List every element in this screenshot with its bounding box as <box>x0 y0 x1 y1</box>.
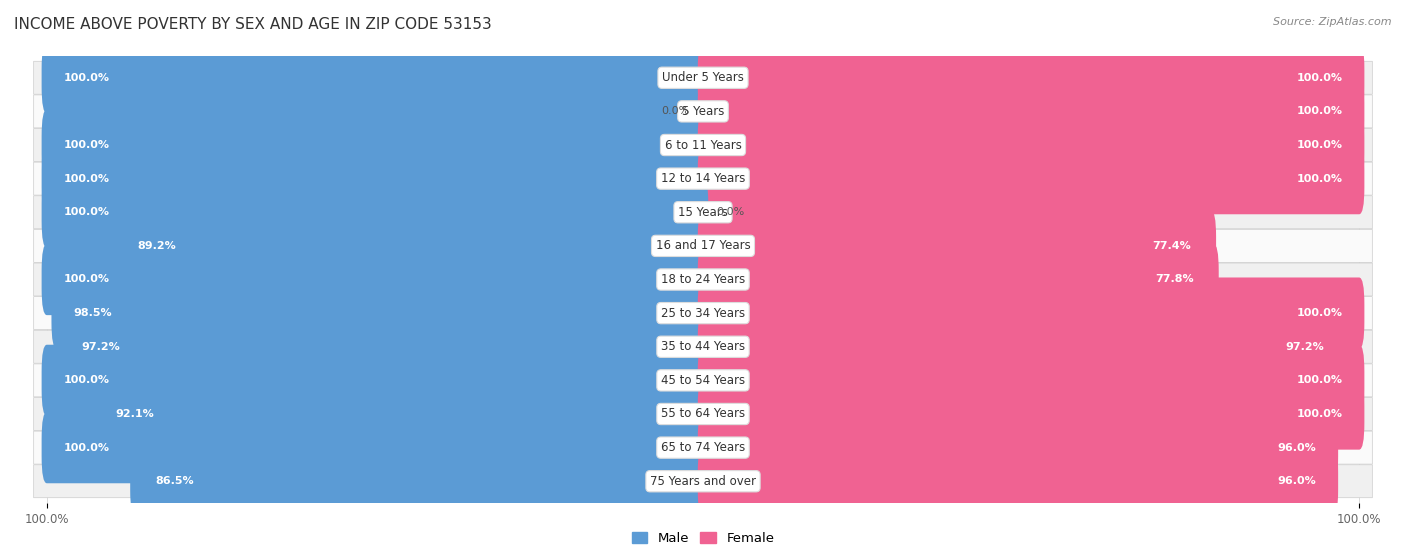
Text: 98.5%: 98.5% <box>73 308 111 318</box>
FancyBboxPatch shape <box>42 244 709 315</box>
Text: 100.0%: 100.0% <box>63 443 110 453</box>
FancyBboxPatch shape <box>697 345 1364 416</box>
FancyBboxPatch shape <box>93 378 709 449</box>
FancyBboxPatch shape <box>112 210 709 282</box>
Text: 77.8%: 77.8% <box>1156 274 1194 285</box>
FancyBboxPatch shape <box>52 277 709 349</box>
FancyBboxPatch shape <box>697 42 1364 113</box>
Text: 100.0%: 100.0% <box>63 73 110 83</box>
FancyBboxPatch shape <box>697 244 1219 315</box>
Text: 45 to 54 Years: 45 to 54 Years <box>661 374 745 387</box>
Text: Source: ZipAtlas.com: Source: ZipAtlas.com <box>1274 17 1392 27</box>
FancyBboxPatch shape <box>42 177 709 248</box>
FancyBboxPatch shape <box>697 143 1364 214</box>
Text: INCOME ABOVE POVERTY BY SEX AND AGE IN ZIP CODE 53153: INCOME ABOVE POVERTY BY SEX AND AGE IN Z… <box>14 17 492 32</box>
FancyBboxPatch shape <box>34 61 1372 94</box>
Legend: Male, Female: Male, Female <box>626 527 780 550</box>
FancyBboxPatch shape <box>697 378 1364 449</box>
Text: 100.0%: 100.0% <box>1296 106 1343 116</box>
FancyBboxPatch shape <box>34 330 1372 363</box>
FancyBboxPatch shape <box>42 345 709 416</box>
FancyBboxPatch shape <box>42 42 709 113</box>
FancyBboxPatch shape <box>697 110 1364 181</box>
Text: 100.0%: 100.0% <box>1296 73 1343 83</box>
Text: 15 Years: 15 Years <box>678 206 728 219</box>
FancyBboxPatch shape <box>697 277 1364 349</box>
FancyBboxPatch shape <box>34 95 1372 128</box>
FancyBboxPatch shape <box>42 110 709 181</box>
Text: 55 to 64 Years: 55 to 64 Years <box>661 408 745 420</box>
Text: 100.0%: 100.0% <box>1296 409 1343 419</box>
FancyBboxPatch shape <box>34 162 1372 195</box>
FancyBboxPatch shape <box>697 75 1364 147</box>
FancyBboxPatch shape <box>697 412 1339 484</box>
Text: 35 to 44 Years: 35 to 44 Years <box>661 340 745 353</box>
Text: 100.0%: 100.0% <box>1296 174 1343 183</box>
Text: 100.0%: 100.0% <box>63 376 110 385</box>
FancyBboxPatch shape <box>34 397 1372 430</box>
Text: 92.1%: 92.1% <box>115 409 153 419</box>
FancyBboxPatch shape <box>34 364 1372 397</box>
FancyBboxPatch shape <box>60 311 709 382</box>
FancyBboxPatch shape <box>34 465 1372 498</box>
Text: 100.0%: 100.0% <box>1296 376 1343 385</box>
FancyBboxPatch shape <box>131 446 709 517</box>
Text: 5 Years: 5 Years <box>682 105 724 118</box>
Text: 77.4%: 77.4% <box>1153 241 1191 251</box>
FancyBboxPatch shape <box>34 129 1372 162</box>
Text: 96.0%: 96.0% <box>1278 443 1316 453</box>
FancyBboxPatch shape <box>697 311 1346 382</box>
Text: 6 to 11 Years: 6 to 11 Years <box>665 139 741 151</box>
Text: 100.0%: 100.0% <box>63 274 110 285</box>
FancyBboxPatch shape <box>34 431 1372 464</box>
FancyBboxPatch shape <box>42 412 709 484</box>
Text: 100.0%: 100.0% <box>63 207 110 217</box>
Text: 97.2%: 97.2% <box>1285 342 1324 352</box>
Text: 97.2%: 97.2% <box>82 342 121 352</box>
Text: 100.0%: 100.0% <box>1296 308 1343 318</box>
Text: 0.0%: 0.0% <box>662 106 690 116</box>
Text: Under 5 Years: Under 5 Years <box>662 71 744 84</box>
FancyBboxPatch shape <box>697 210 1216 282</box>
FancyBboxPatch shape <box>34 263 1372 296</box>
Text: 12 to 14 Years: 12 to 14 Years <box>661 172 745 185</box>
Text: 18 to 24 Years: 18 to 24 Years <box>661 273 745 286</box>
Text: 100.0%: 100.0% <box>63 174 110 183</box>
Text: 86.5%: 86.5% <box>155 476 194 486</box>
Text: 25 to 34 Years: 25 to 34 Years <box>661 307 745 320</box>
FancyBboxPatch shape <box>34 297 1372 330</box>
Text: 65 to 74 Years: 65 to 74 Years <box>661 441 745 454</box>
Text: 75 Years and over: 75 Years and over <box>650 475 756 488</box>
FancyBboxPatch shape <box>697 446 1339 517</box>
Text: 100.0%: 100.0% <box>1296 140 1343 150</box>
Text: 16 and 17 Years: 16 and 17 Years <box>655 239 751 252</box>
FancyBboxPatch shape <box>34 196 1372 229</box>
Text: 96.0%: 96.0% <box>1278 476 1316 486</box>
Text: 89.2%: 89.2% <box>138 241 176 251</box>
FancyBboxPatch shape <box>34 229 1372 262</box>
FancyBboxPatch shape <box>42 143 709 214</box>
Text: 100.0%: 100.0% <box>63 140 110 150</box>
Text: 0.0%: 0.0% <box>716 207 744 217</box>
